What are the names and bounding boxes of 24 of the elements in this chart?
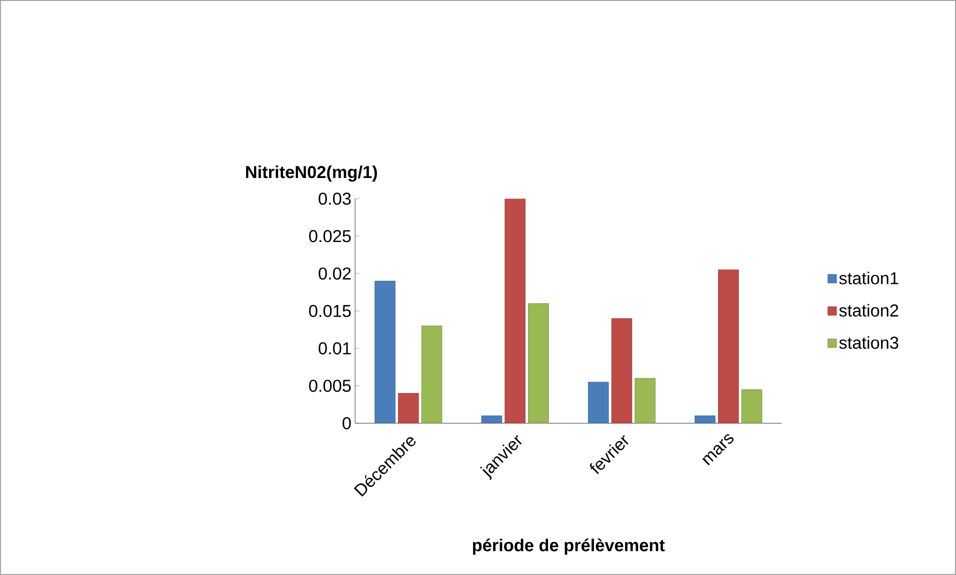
y-tick-label: 0 [342, 417, 351, 430]
bar [588, 382, 609, 424]
bar [718, 270, 739, 424]
bar [741, 389, 762, 424]
y-tick-label: 0.015 [309, 304, 351, 318]
y-axis-title: NitriteN02(mg/1) [246, 166, 377, 182]
bar [611, 318, 632, 424]
x-axis-title: période de prélèvement [472, 538, 665, 555]
bar [398, 393, 419, 424]
bar [694, 416, 716, 424]
y-tick-label: 0.005 [309, 380, 351, 392]
legend-label: station2 [839, 304, 898, 317]
y-tick-label: 0.025 [309, 230, 351, 242]
legend-label: station3 [839, 336, 898, 349]
bar [528, 303, 549, 424]
bar [421, 326, 442, 424]
y-tick-label: 0.01 [318, 342, 351, 354]
bar [482, 416, 502, 424]
bar [374, 280, 396, 424]
bar [634, 378, 656, 424]
legend-label: station1 [839, 272, 898, 284]
y-tick-label: 0.02 [318, 267, 351, 280]
bar [504, 198, 526, 424]
y-tick-label: 0.03 [318, 192, 351, 205]
